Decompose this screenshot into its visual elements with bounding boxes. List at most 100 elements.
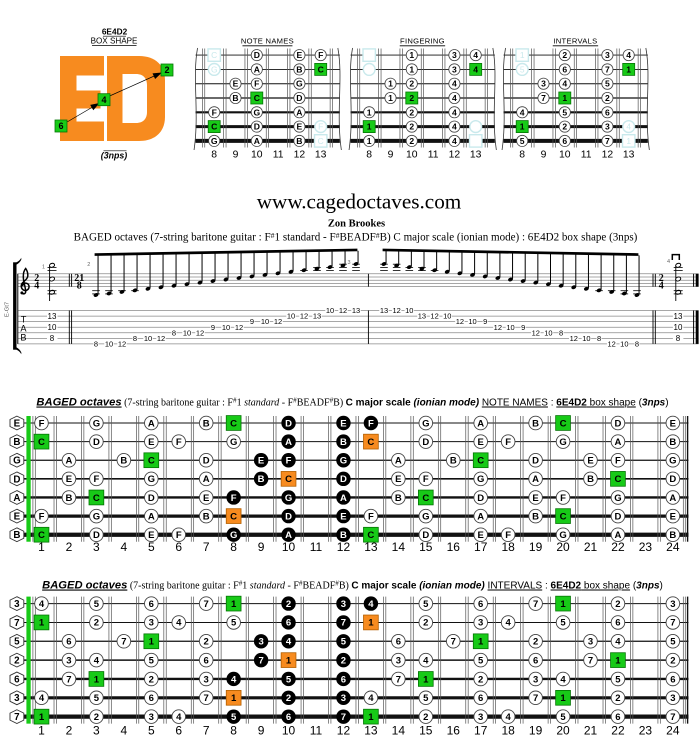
svg-text:INTERVALS: INTERVALS — [553, 36, 597, 45]
svg-text:G: G — [230, 437, 237, 448]
svg-text:10: 10 — [620, 340, 628, 349]
svg-text:B: B — [203, 511, 210, 522]
svg-text:18: 18 — [501, 723, 515, 737]
svg-text:3: 3 — [149, 712, 154, 723]
svg-text:12: 12 — [430, 312, 438, 321]
svg-text:G: G — [211, 136, 218, 146]
svg-text:12: 12 — [392, 306, 400, 315]
svg-text:F: F — [93, 474, 99, 485]
svg-text:4: 4 — [452, 136, 457, 146]
svg-text:FINGERING: FINGERING — [400, 36, 445, 45]
svg-text:12: 12 — [456, 317, 464, 326]
svg-text:13: 13 — [623, 150, 635, 161]
svg-text:C: C — [230, 511, 237, 522]
svg-text:B: B — [296, 136, 302, 146]
svg-text:9: 9 — [233, 150, 239, 161]
svg-text:A: A — [532, 474, 539, 485]
svg-text:D: D — [13, 474, 20, 485]
svg-text:23: 23 — [639, 540, 653, 554]
svg-text:6: 6 — [533, 655, 538, 666]
svg-text:E: E — [297, 50, 303, 60]
svg-text:A: A — [615, 437, 622, 448]
svg-text:2: 2 — [409, 136, 414, 146]
svg-text:11: 11 — [581, 150, 592, 161]
svg-text:F: F — [368, 418, 374, 429]
svg-text:G: G — [296, 79, 303, 89]
svg-text:2: 2 — [409, 122, 414, 132]
svg-text:C: C — [285, 474, 292, 485]
svg-text:F: F — [176, 437, 182, 448]
svg-text:6: 6 — [478, 599, 483, 610]
svg-text:2: 2 — [409, 93, 414, 103]
svg-text:7: 7 — [204, 693, 209, 704]
svg-text:G: G — [559, 530, 566, 541]
svg-text:4: 4 — [286, 637, 292, 648]
svg-text:6E4D2: 6E4D2 — [102, 26, 128, 36]
svg-text:F: F — [254, 79, 259, 89]
svg-text:C: C — [614, 474, 621, 485]
svg-text:4: 4 — [659, 281, 664, 292]
svg-text:B: B — [395, 493, 402, 504]
svg-text:7: 7 — [605, 136, 610, 146]
svg-text:C: C — [318, 64, 324, 74]
svg-text:2: 2 — [409, 107, 414, 117]
svg-text:2: 2 — [149, 674, 154, 685]
svg-text:6: 6 — [562, 64, 567, 74]
svg-text:4: 4 — [626, 50, 631, 60]
svg-text:A: A — [669, 493, 676, 504]
svg-text:13: 13 — [470, 150, 482, 161]
svg-text:A: A — [203, 474, 210, 485]
svg-text:B: B — [120, 456, 127, 467]
svg-text:15: 15 — [419, 723, 433, 737]
svg-text:2: 2 — [478, 674, 483, 685]
svg-text:E: E — [478, 437, 484, 448]
svg-text:2: 2 — [94, 618, 99, 629]
svg-text:3: 3 — [452, 64, 457, 74]
svg-text:3: 3 — [605, 122, 610, 132]
svg-text:F: F — [505, 437, 511, 448]
svg-text:4: 4 — [176, 618, 182, 629]
svg-text:G: G — [614, 493, 621, 504]
svg-text:9: 9 — [388, 150, 394, 161]
svg-text:3: 3 — [478, 712, 483, 723]
svg-text:2: 2 — [562, 50, 567, 60]
svg-text:F: F — [423, 474, 429, 485]
svg-text:C: C — [230, 418, 237, 429]
svg-text:A: A — [254, 136, 260, 146]
svg-text:1: 1 — [368, 618, 374, 629]
svg-text:3: 3 — [14, 693, 20, 704]
svg-text:6: 6 — [396, 637, 401, 648]
svg-text:8: 8 — [230, 540, 237, 554]
svg-text:5: 5 — [149, 655, 155, 666]
svg-text:6: 6 — [605, 107, 610, 117]
svg-text:B: B — [340, 530, 347, 541]
svg-text:B: B — [296, 64, 302, 74]
svg-text:3: 3 — [93, 723, 100, 737]
svg-text:10: 10 — [674, 323, 683, 332]
svg-text:B: B — [258, 474, 265, 485]
svg-text:D: D — [93, 530, 100, 541]
svg-text:4: 4 — [560, 674, 566, 685]
svg-text:G: G — [253, 107, 260, 117]
svg-text:2: 2 — [615, 693, 620, 704]
svg-text:7: 7 — [14, 618, 20, 629]
svg-text:www.cagedoctaves.com: www.cagedoctaves.com — [257, 190, 462, 214]
svg-text:BOX SHAPE: BOX SHAPE — [91, 36, 138, 45]
svg-text:20: 20 — [556, 723, 570, 737]
svg-text:A: A — [615, 530, 622, 541]
svg-text:3: 3 — [533, 674, 538, 685]
svg-text:C: C — [422, 493, 429, 504]
svg-text:T: T — [21, 314, 27, 324]
svg-text:E: E — [233, 79, 239, 89]
svg-text:7: 7 — [541, 93, 546, 103]
svg-text:E: E — [478, 530, 484, 541]
svg-text:11: 11 — [428, 150, 439, 161]
svg-text:10: 10 — [282, 540, 296, 554]
svg-text:9: 9 — [521, 323, 525, 332]
svg-text:4: 4 — [667, 259, 670, 265]
svg-text:4: 4 — [506, 618, 512, 629]
svg-text:E: E — [340, 511, 346, 522]
svg-text:E: E — [532, 493, 538, 504]
svg-text:12: 12 — [118, 340, 126, 349]
svg-text:A: A — [20, 324, 27, 334]
